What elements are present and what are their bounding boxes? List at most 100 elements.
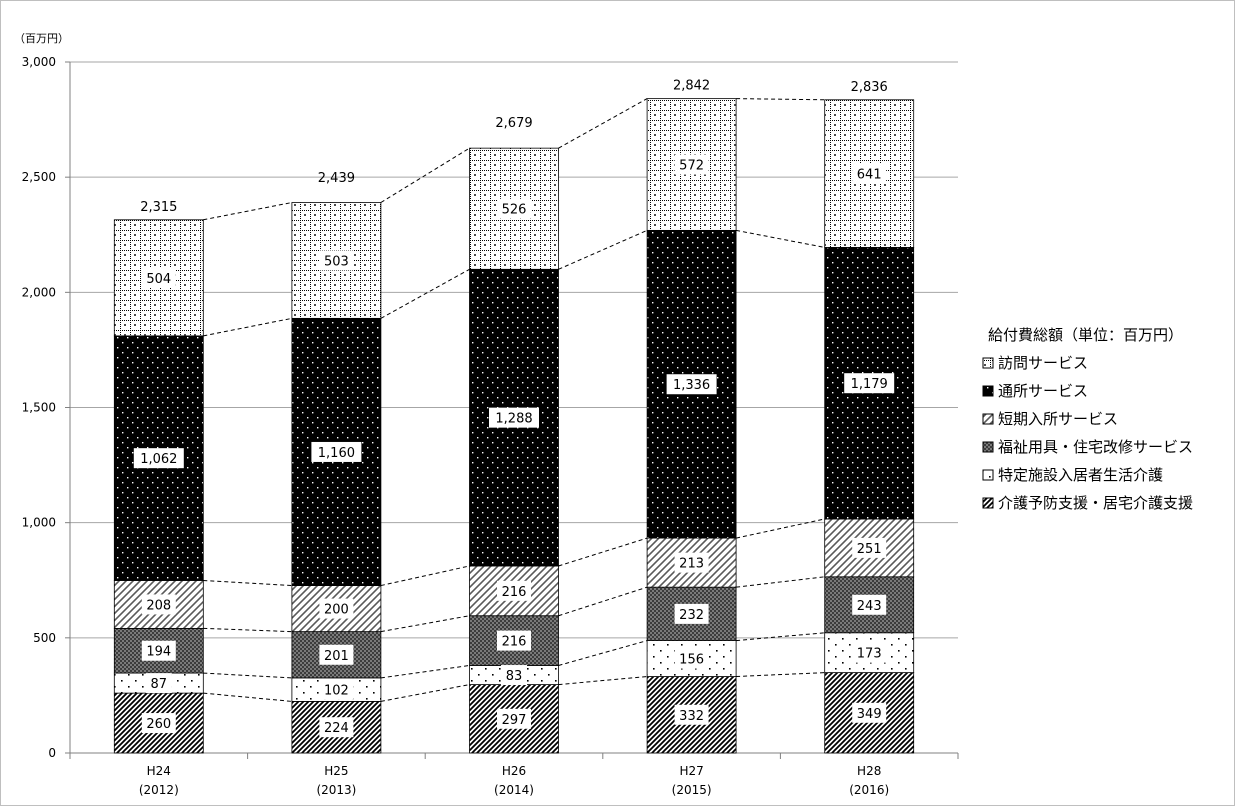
legend-entry: 通所サービス bbox=[998, 382, 1088, 400]
data-label-background bbox=[852, 537, 887, 558]
data-label: 1,288 bbox=[495, 412, 532, 427]
data-label-background bbox=[674, 603, 709, 624]
data-labels: 260 224 297 332 349 87 102 83 156 173 194 201 216 232… bbox=[133, 78, 895, 738]
series-connector-line bbox=[203, 202, 292, 221]
data-label: 251 bbox=[857, 542, 882, 557]
series-connector-line bbox=[558, 640, 648, 666]
data-label-background bbox=[141, 594, 176, 615]
data-label: 1,062 bbox=[140, 452, 177, 467]
data-label: 260 bbox=[146, 717, 171, 732]
data-label-background bbox=[674, 552, 709, 573]
series-connector-line bbox=[203, 627, 292, 633]
axes: 0 500 1,000 1,500 2,000 2,500 3,000 （百万円） H24 (20… bbox=[14, 32, 959, 797]
data-label: 504 bbox=[146, 272, 171, 287]
data-label-background bbox=[133, 448, 184, 469]
x-category-sublabel: (2012) bbox=[139, 783, 179, 797]
data-label: 332 bbox=[679, 709, 704, 724]
data-label-background bbox=[852, 642, 887, 663]
series-connector-line bbox=[203, 317, 292, 337]
data-label-background bbox=[852, 702, 887, 723]
data-label-background bbox=[844, 373, 895, 394]
legend-swatch bbox=[982, 357, 994, 369]
data-label: 83 bbox=[506, 669, 523, 684]
data-label: 216 bbox=[502, 635, 527, 650]
data-label: 1,179 bbox=[851, 377, 888, 392]
data-label-background bbox=[489, 407, 539, 428]
y-tick-label: 1,000 bbox=[22, 516, 56, 530]
data-label: 156 bbox=[679, 653, 704, 668]
legend-swatch bbox=[982, 469, 994, 481]
legend-swatch bbox=[982, 385, 994, 397]
x-category-label: H26 bbox=[502, 764, 526, 778]
data-label-background bbox=[319, 598, 354, 619]
total-label: 2,836 bbox=[851, 80, 888, 95]
legend-title: 給付費総額（単位：百万円） bbox=[988, 326, 1183, 344]
legend-swatch bbox=[982, 413, 994, 425]
x-category-sublabel: (2013) bbox=[316, 783, 356, 797]
series-connector-line bbox=[380, 565, 470, 587]
data-label-background bbox=[319, 717, 354, 738]
data-label-background bbox=[145, 673, 172, 694]
data-label: 213 bbox=[679, 557, 704, 572]
data-label-background bbox=[319, 250, 354, 271]
x-category-sublabel: (2015) bbox=[672, 783, 712, 797]
total-label: 2,439 bbox=[318, 171, 355, 186]
series-connector-line bbox=[380, 684, 470, 702]
legend-entry: 介護予防支援・居宅介護支援 bbox=[998, 494, 1193, 512]
series-connector-line bbox=[203, 672, 292, 679]
data-label: 201 bbox=[324, 649, 349, 664]
series-connector-line bbox=[736, 98, 825, 101]
data-label: 349 bbox=[857, 707, 882, 722]
data-label: 572 bbox=[679, 158, 704, 173]
data-label-background bbox=[501, 665, 527, 686]
data-label: 87 bbox=[151, 677, 168, 692]
legend-swatch bbox=[982, 441, 994, 453]
series-connector-line bbox=[558, 229, 648, 270]
y-tick-label: 2,000 bbox=[22, 285, 56, 299]
data-label-background bbox=[141, 267, 176, 288]
data-label: 224 bbox=[324, 721, 349, 736]
data-label-background bbox=[674, 704, 709, 725]
series-connector-line bbox=[558, 98, 648, 149]
y-tick-label: 500 bbox=[33, 631, 56, 645]
x-category-sublabel: (2014) bbox=[494, 783, 534, 797]
series-connector-line bbox=[380, 147, 470, 203]
series-connector-line bbox=[203, 579, 292, 587]
series-connector-line bbox=[736, 229, 825, 248]
series-connector-line bbox=[558, 537, 648, 567]
series-connector-line bbox=[558, 676, 648, 686]
data-label-background bbox=[497, 708, 531, 729]
gridlines bbox=[70, 61, 958, 639]
series-connector-line bbox=[735, 518, 825, 539]
y-tick-label: 3,000 bbox=[22, 55, 56, 69]
legend-entry: 短期入所サービス bbox=[998, 410, 1118, 428]
data-label-background bbox=[319, 644, 354, 665]
data-label-background bbox=[497, 630, 531, 651]
series-connector-line bbox=[380, 615, 470, 633]
y-tick-label: 1,500 bbox=[22, 401, 56, 415]
y-tick-label: 0 bbox=[48, 746, 56, 760]
data-label: 194 bbox=[146, 645, 171, 660]
connector-lines bbox=[203, 98, 825, 702]
series-connector-line bbox=[380, 268, 470, 319]
series-connector-line bbox=[736, 672, 825, 678]
data-label: 102 bbox=[324, 684, 349, 699]
data-label: 503 bbox=[324, 254, 349, 269]
data-label-background bbox=[319, 679, 354, 700]
series-connector-line bbox=[736, 632, 825, 642]
data-label-background bbox=[852, 594, 887, 615]
data-label-background bbox=[666, 374, 717, 395]
legend-entry: 福祉用具・住宅改修サービス bbox=[998, 438, 1193, 456]
data-label: 1,336 bbox=[673, 378, 710, 393]
data-label: 641 bbox=[857, 168, 882, 183]
unit-label: （百万円） bbox=[14, 32, 69, 45]
x-category-label: H28 bbox=[857, 764, 881, 778]
series-connector-line bbox=[203, 692, 292, 702]
data-label: 297 bbox=[502, 713, 527, 728]
series-connector-line bbox=[558, 586, 648, 617]
data-label-background bbox=[311, 441, 362, 462]
x-category-sublabel: (2016) bbox=[849, 783, 889, 797]
data-label-background bbox=[141, 713, 176, 734]
data-label-background bbox=[497, 198, 531, 219]
